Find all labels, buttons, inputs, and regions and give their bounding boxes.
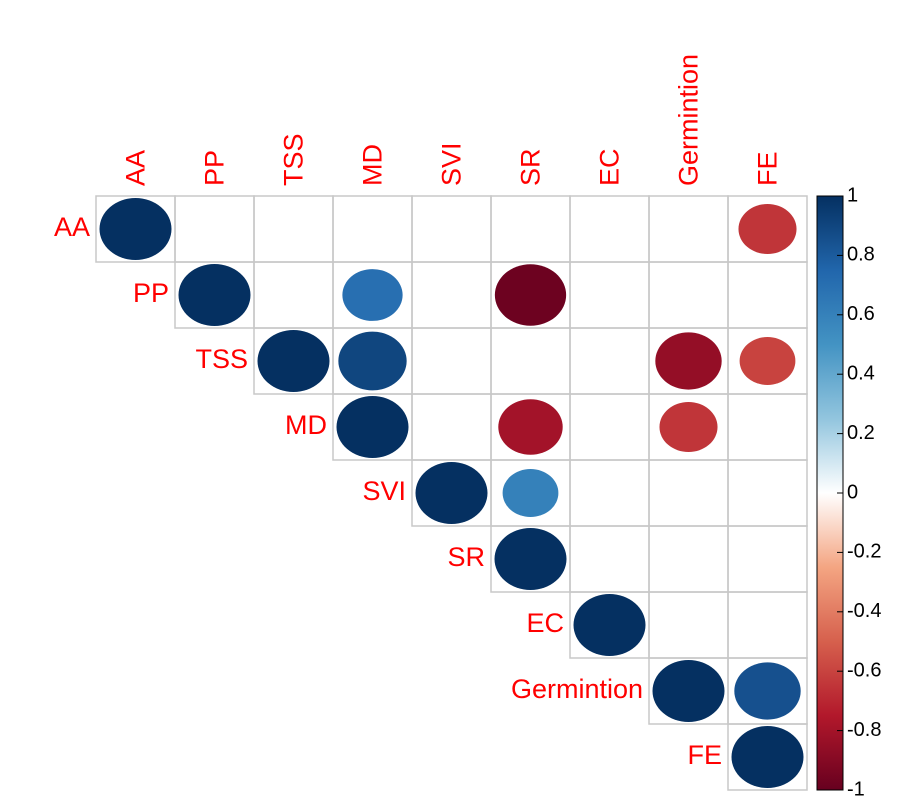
column-label: MD — [358, 144, 388, 186]
column-label: EC — [595, 148, 625, 186]
corr-circle — [731, 726, 804, 788]
cell — [569, 459, 650, 527]
corr-circle — [655, 332, 722, 390]
cell — [569, 393, 650, 461]
cell — [569, 327, 650, 395]
corr-circle — [502, 468, 559, 518]
column-label: AA — [121, 150, 151, 186]
cell — [411, 327, 492, 395]
corr-circle — [498, 399, 563, 455]
corr-circle — [336, 396, 409, 458]
cell — [727, 261, 808, 329]
row-label: PP — [133, 278, 169, 308]
cell — [648, 261, 729, 329]
colorbar-tick-label: -0.4 — [847, 600, 881, 622]
corr-circle — [342, 269, 403, 321]
colorbar-tick-label: 0.6 — [847, 303, 875, 325]
cell — [253, 261, 334, 329]
cell — [411, 195, 492, 263]
corr-circle — [734, 662, 801, 720]
corr-circle — [338, 331, 407, 391]
cell — [569, 261, 650, 329]
cell — [411, 393, 492, 461]
column-label: SVI — [437, 142, 467, 186]
row-label: SR — [447, 542, 485, 572]
column-label: FE — [753, 151, 783, 186]
cell — [411, 261, 492, 329]
cell — [253, 195, 334, 263]
corr-circle — [415, 462, 488, 524]
corr-circle — [494, 528, 567, 590]
row-label: TSS — [195, 344, 248, 374]
corr-circle — [573, 594, 646, 656]
corr-circle — [494, 264, 567, 326]
colorbar-tick-label: 0 — [847, 481, 858, 503]
colorbar-tick-label: -0.6 — [847, 659, 881, 681]
corr-circle — [99, 198, 172, 260]
corr-circle — [652, 660, 725, 722]
cell — [648, 459, 729, 527]
cell — [648, 525, 729, 593]
cell — [727, 459, 808, 527]
cell — [648, 195, 729, 263]
column-label: Germintion — [674, 54, 704, 186]
corr-circle — [178, 264, 251, 326]
row-label: EC — [526, 608, 564, 638]
corr-circle — [257, 330, 330, 392]
row-label: FE — [687, 740, 722, 770]
row-label: SVI — [362, 476, 406, 506]
colorbar-tick-label: -0.8 — [847, 719, 881, 741]
cell — [490, 327, 571, 395]
corr-circle — [738, 204, 797, 254]
colorbar-tick-label: 0.8 — [847, 244, 875, 266]
row-label: Germintion — [511, 674, 643, 704]
cell — [727, 525, 808, 593]
row-label: MD — [285, 410, 327, 440]
cell — [569, 525, 650, 593]
corr-circle — [739, 336, 796, 386]
colorbar-tick-label: 1 — [847, 184, 858, 206]
cell — [727, 393, 808, 461]
cell — [727, 591, 808, 659]
colorbar-tick-label: -1 — [847, 778, 865, 800]
column-label: SR — [516, 148, 546, 186]
colorbar-tick-label: 0.4 — [847, 362, 875, 384]
cell — [569, 195, 650, 263]
cell — [174, 195, 255, 263]
cell — [648, 591, 729, 659]
cell — [490, 195, 571, 263]
row-label: AA — [54, 212, 90, 242]
corr-circle — [659, 402, 718, 452]
colorbar-tick-label: -0.2 — [847, 541, 881, 563]
cell — [332, 195, 413, 263]
cell — [727, 723, 808, 791]
colorbar-tick-label: 0.2 — [847, 422, 875, 444]
column-label: TSS — [279, 133, 309, 186]
column-label: PP — [200, 150, 230, 186]
